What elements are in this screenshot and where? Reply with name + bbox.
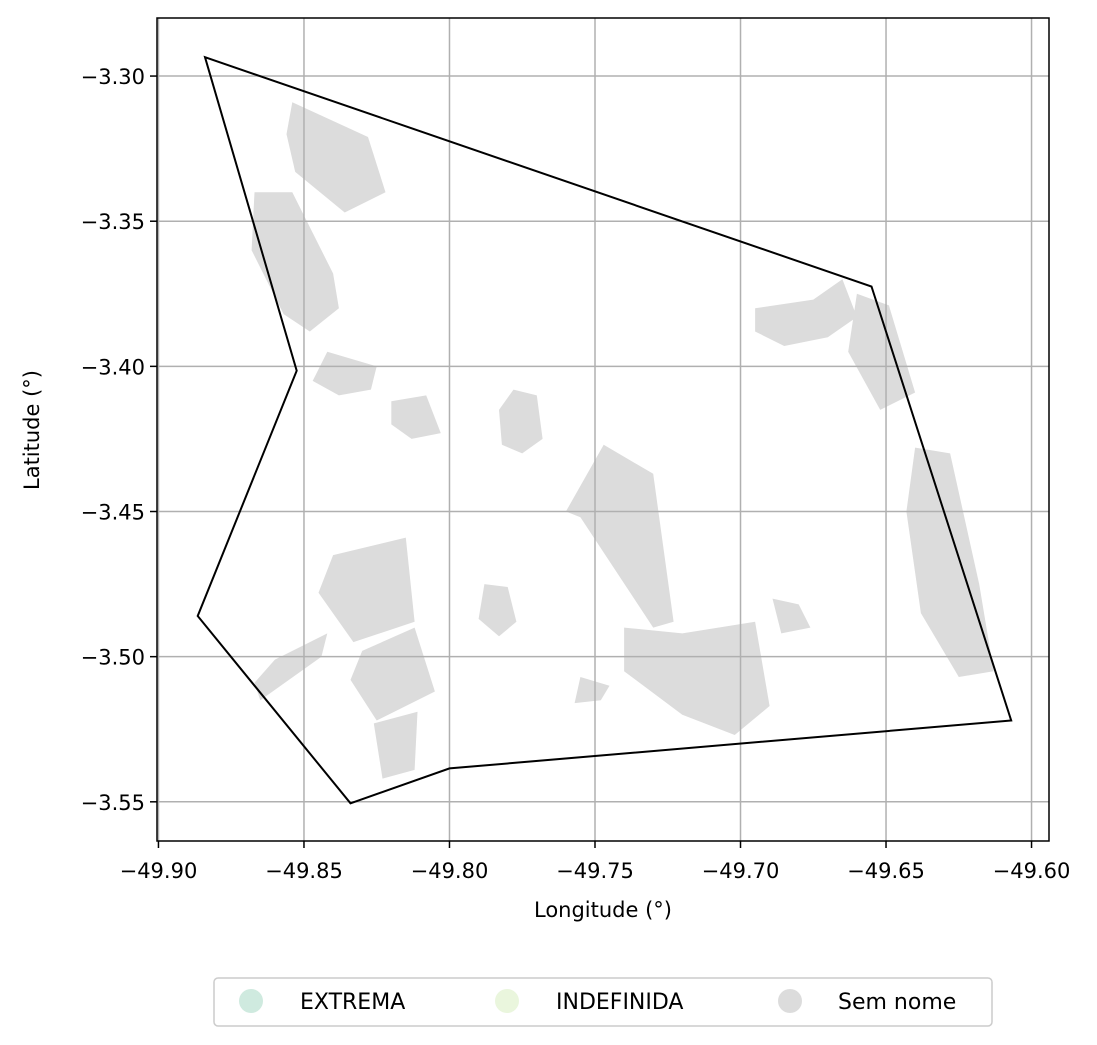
protected-area-16 (772, 598, 811, 634)
protected-area-8 (906, 447, 994, 677)
y-tick-label-2: −3.40 (81, 355, 145, 379)
y-tick-label-4: −3.50 (81, 646, 145, 670)
protected-area-11 (373, 711, 418, 779)
x-axis-label: Longitude (°) (534, 898, 672, 922)
protected-area-1 (251, 192, 339, 332)
y-tick-label-3: −3.45 (81, 501, 145, 525)
protected-area-2 (312, 351, 377, 396)
y-axis-ticks: −3.30 −3.35 −3.40 −3.45 −3.50 −3.55 (81, 65, 157, 815)
y-tick-label-0: −3.30 (81, 65, 145, 89)
y-axis-label: Latitude (°) (20, 370, 44, 490)
study-area-boundary (196, 55, 1013, 805)
protected-area-10 (350, 627, 435, 721)
x-tick-label-0: −49.90 (120, 859, 198, 883)
legend-label-sem-nome: Sem nome (838, 990, 956, 1015)
x-tick-label-2: −49.80 (411, 859, 489, 883)
y-tick-label-5: −3.55 (81, 791, 145, 815)
x-tick-label-6: −49.60 (993, 859, 1071, 883)
protected-areas-layer (251, 102, 994, 779)
protected-area-15 (574, 677, 610, 704)
protected-area-14 (624, 621, 770, 735)
protected-area-7 (848, 293, 916, 410)
y-tick-label-1: −3.35 (81, 210, 145, 234)
x-tick-label-4: −49.70 (702, 859, 780, 883)
x-axis-ticks: −49.90 −49.85 −49.80 −49.75 −49.70 −49.65 −49.… (120, 841, 1071, 883)
legend-box (213, 977, 993, 1027)
legend-label-extrema: EXTREMA (300, 990, 405, 1015)
legend-marker-extrema (239, 989, 263, 1013)
legend: EXTREMA INDEFINIDA Sem nome (213, 977, 993, 1027)
x-tick-label-1: −49.85 (265, 859, 343, 883)
protected-area-9 (318, 537, 415, 643)
legend-marker-sem-nome (778, 989, 802, 1013)
protected-area-12 (254, 633, 328, 701)
legend-label-indefinida: INDEFINIDA (556, 990, 683, 1015)
plot-frame (156, 17, 1050, 842)
protected-area-3 (391, 395, 441, 439)
grid-lines (157, 18, 1049, 841)
protected-area-0 (286, 102, 386, 213)
protected-area-4 (499, 389, 543, 454)
legend-marker-indefinida (495, 989, 519, 1013)
protected-area-6 (755, 279, 857, 346)
x-tick-label-5: −49.65 (847, 859, 925, 883)
x-tick-label-3: −49.75 (556, 859, 634, 883)
protected-area-13 (478, 584, 517, 637)
protected-area-5 (565, 444, 674, 628)
